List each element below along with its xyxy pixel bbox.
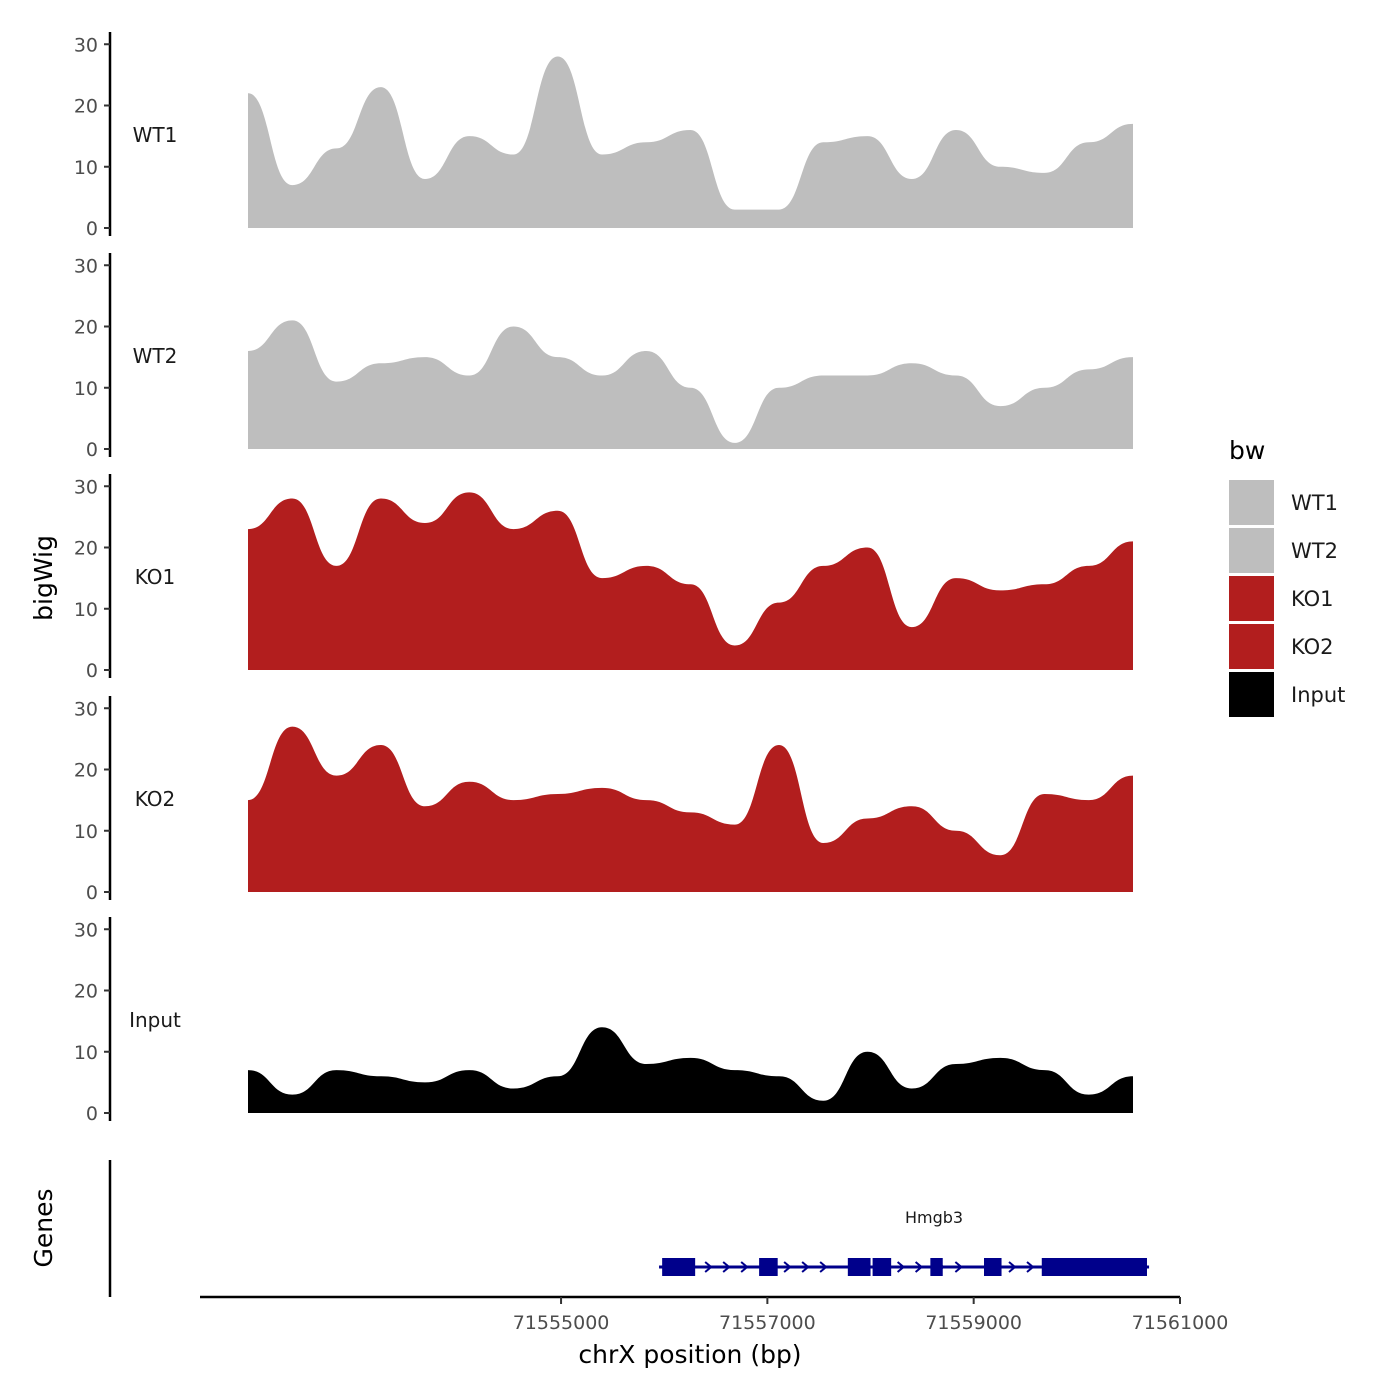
y-tick-label: 20 bbox=[74, 760, 98, 782]
track-label: Input bbox=[129, 1008, 181, 1032]
x-tick-label: 71559000 bbox=[925, 1312, 1022, 1334]
tracks: 0 10 20 30 WT1 0 10 20 30 WT2 0 10 20 30 KO1 0 10 20 30 KO2… bbox=[74, 32, 1133, 1125]
legend-swatch-wt2 bbox=[1229, 528, 1274, 573]
strand-arrow bbox=[1026, 1261, 1035, 1273]
exon bbox=[662, 1258, 696, 1276]
y-tick-label: 0 bbox=[86, 439, 98, 461]
genes-axis-title: Genes bbox=[29, 1188, 58, 1267]
legend-swatch-wt1 bbox=[1229, 480, 1274, 525]
y-tick-label: 20 bbox=[74, 538, 98, 560]
y-tick-label: 30 bbox=[74, 476, 98, 498]
track-wt1: 0 10 20 30 WT1 bbox=[74, 32, 1133, 240]
y-tick-label: 10 bbox=[74, 378, 98, 400]
x-axis: 71555000 71557000 71559000 71561000 bbox=[200, 1295, 1229, 1334]
legend-label: Input bbox=[1291, 683, 1345, 707]
exon bbox=[872, 1258, 892, 1276]
track-input: 0 10 20 30 Input bbox=[74, 917, 1133, 1125]
area-wt2 bbox=[248, 320, 1133, 449]
exon bbox=[1041, 1258, 1147, 1276]
y-tick-label: 10 bbox=[74, 821, 98, 843]
track-label: KO2 bbox=[135, 787, 176, 811]
y-tick-label: 20 bbox=[74, 96, 98, 118]
strand-arrow bbox=[896, 1261, 906, 1273]
legend-swatch-input bbox=[1229, 672, 1274, 717]
exon bbox=[847, 1258, 871, 1276]
track-label: KO1 bbox=[135, 565, 176, 589]
strand-arrow bbox=[819, 1261, 828, 1273]
legend-label: WT1 bbox=[1291, 491, 1338, 515]
x-tick-label: 71557000 bbox=[719, 1312, 816, 1334]
y-tick-label: 10 bbox=[74, 1042, 98, 1064]
x-axis-title: chrX position (bp) bbox=[578, 1340, 801, 1369]
gene-name: Hmgb3 bbox=[905, 1208, 963, 1227]
y-tick-label: 30 bbox=[74, 255, 98, 277]
y-tick-label: 20 bbox=[74, 981, 98, 1003]
y-tick-label: 30 bbox=[74, 919, 98, 941]
strand-arrow bbox=[801, 1261, 810, 1273]
exon bbox=[930, 1258, 943, 1276]
y-tick-label: 0 bbox=[86, 218, 98, 240]
track-wt2: 0 10 20 30 WT2 bbox=[74, 253, 1133, 461]
exon bbox=[984, 1258, 1002, 1276]
legend-label: WT2 bbox=[1291, 539, 1338, 563]
strand-arrow bbox=[704, 1261, 713, 1273]
track-ko1: 0 10 20 30 KO1 bbox=[74, 474, 1133, 682]
y-tick-label: 30 bbox=[74, 34, 98, 56]
y-tick-label: 0 bbox=[86, 660, 98, 682]
strand-arrow bbox=[914, 1261, 924, 1273]
y-tick-label: 0 bbox=[86, 882, 98, 904]
y-tick-label: 0 bbox=[86, 1103, 98, 1125]
area-input bbox=[248, 1027, 1133, 1113]
strand-arrow bbox=[722, 1261, 731, 1273]
track-label: WT1 bbox=[133, 123, 178, 147]
area-ko1 bbox=[248, 492, 1133, 670]
legend: bw WT1 WT2 KO1 KO2 Input bbox=[1229, 436, 1345, 717]
gene-track: Hmgb3 bbox=[108, 1160, 1150, 1297]
track-label: WT2 bbox=[133, 344, 178, 368]
x-tick-label: 71561000 bbox=[1132, 1312, 1229, 1334]
y-tick-label: 10 bbox=[74, 599, 98, 621]
y-tick-label: 10 bbox=[74, 157, 98, 179]
y-tick-label: 30 bbox=[74, 698, 98, 720]
y-axis-title: bigWig bbox=[29, 535, 58, 621]
legend-title: bw bbox=[1229, 436, 1265, 465]
legend-label: KO1 bbox=[1291, 587, 1334, 611]
strand-arrow bbox=[1008, 1261, 1017, 1273]
strand-arrow bbox=[954, 1261, 963, 1273]
strand-arrow bbox=[740, 1261, 749, 1273]
area-wt1 bbox=[248, 56, 1133, 228]
strand-arrow bbox=[783, 1261, 792, 1273]
legend-swatch-ko2 bbox=[1229, 624, 1274, 669]
y-tick-label: 20 bbox=[74, 317, 98, 339]
exon bbox=[759, 1258, 778, 1276]
legend-swatch-ko1 bbox=[1229, 576, 1274, 621]
x-tick-label: 71555000 bbox=[513, 1312, 610, 1334]
area-ko2 bbox=[248, 726, 1133, 892]
track-ko2: 0 10 20 30 KO2 bbox=[74, 696, 1133, 904]
legend-label: KO2 bbox=[1291, 635, 1334, 659]
